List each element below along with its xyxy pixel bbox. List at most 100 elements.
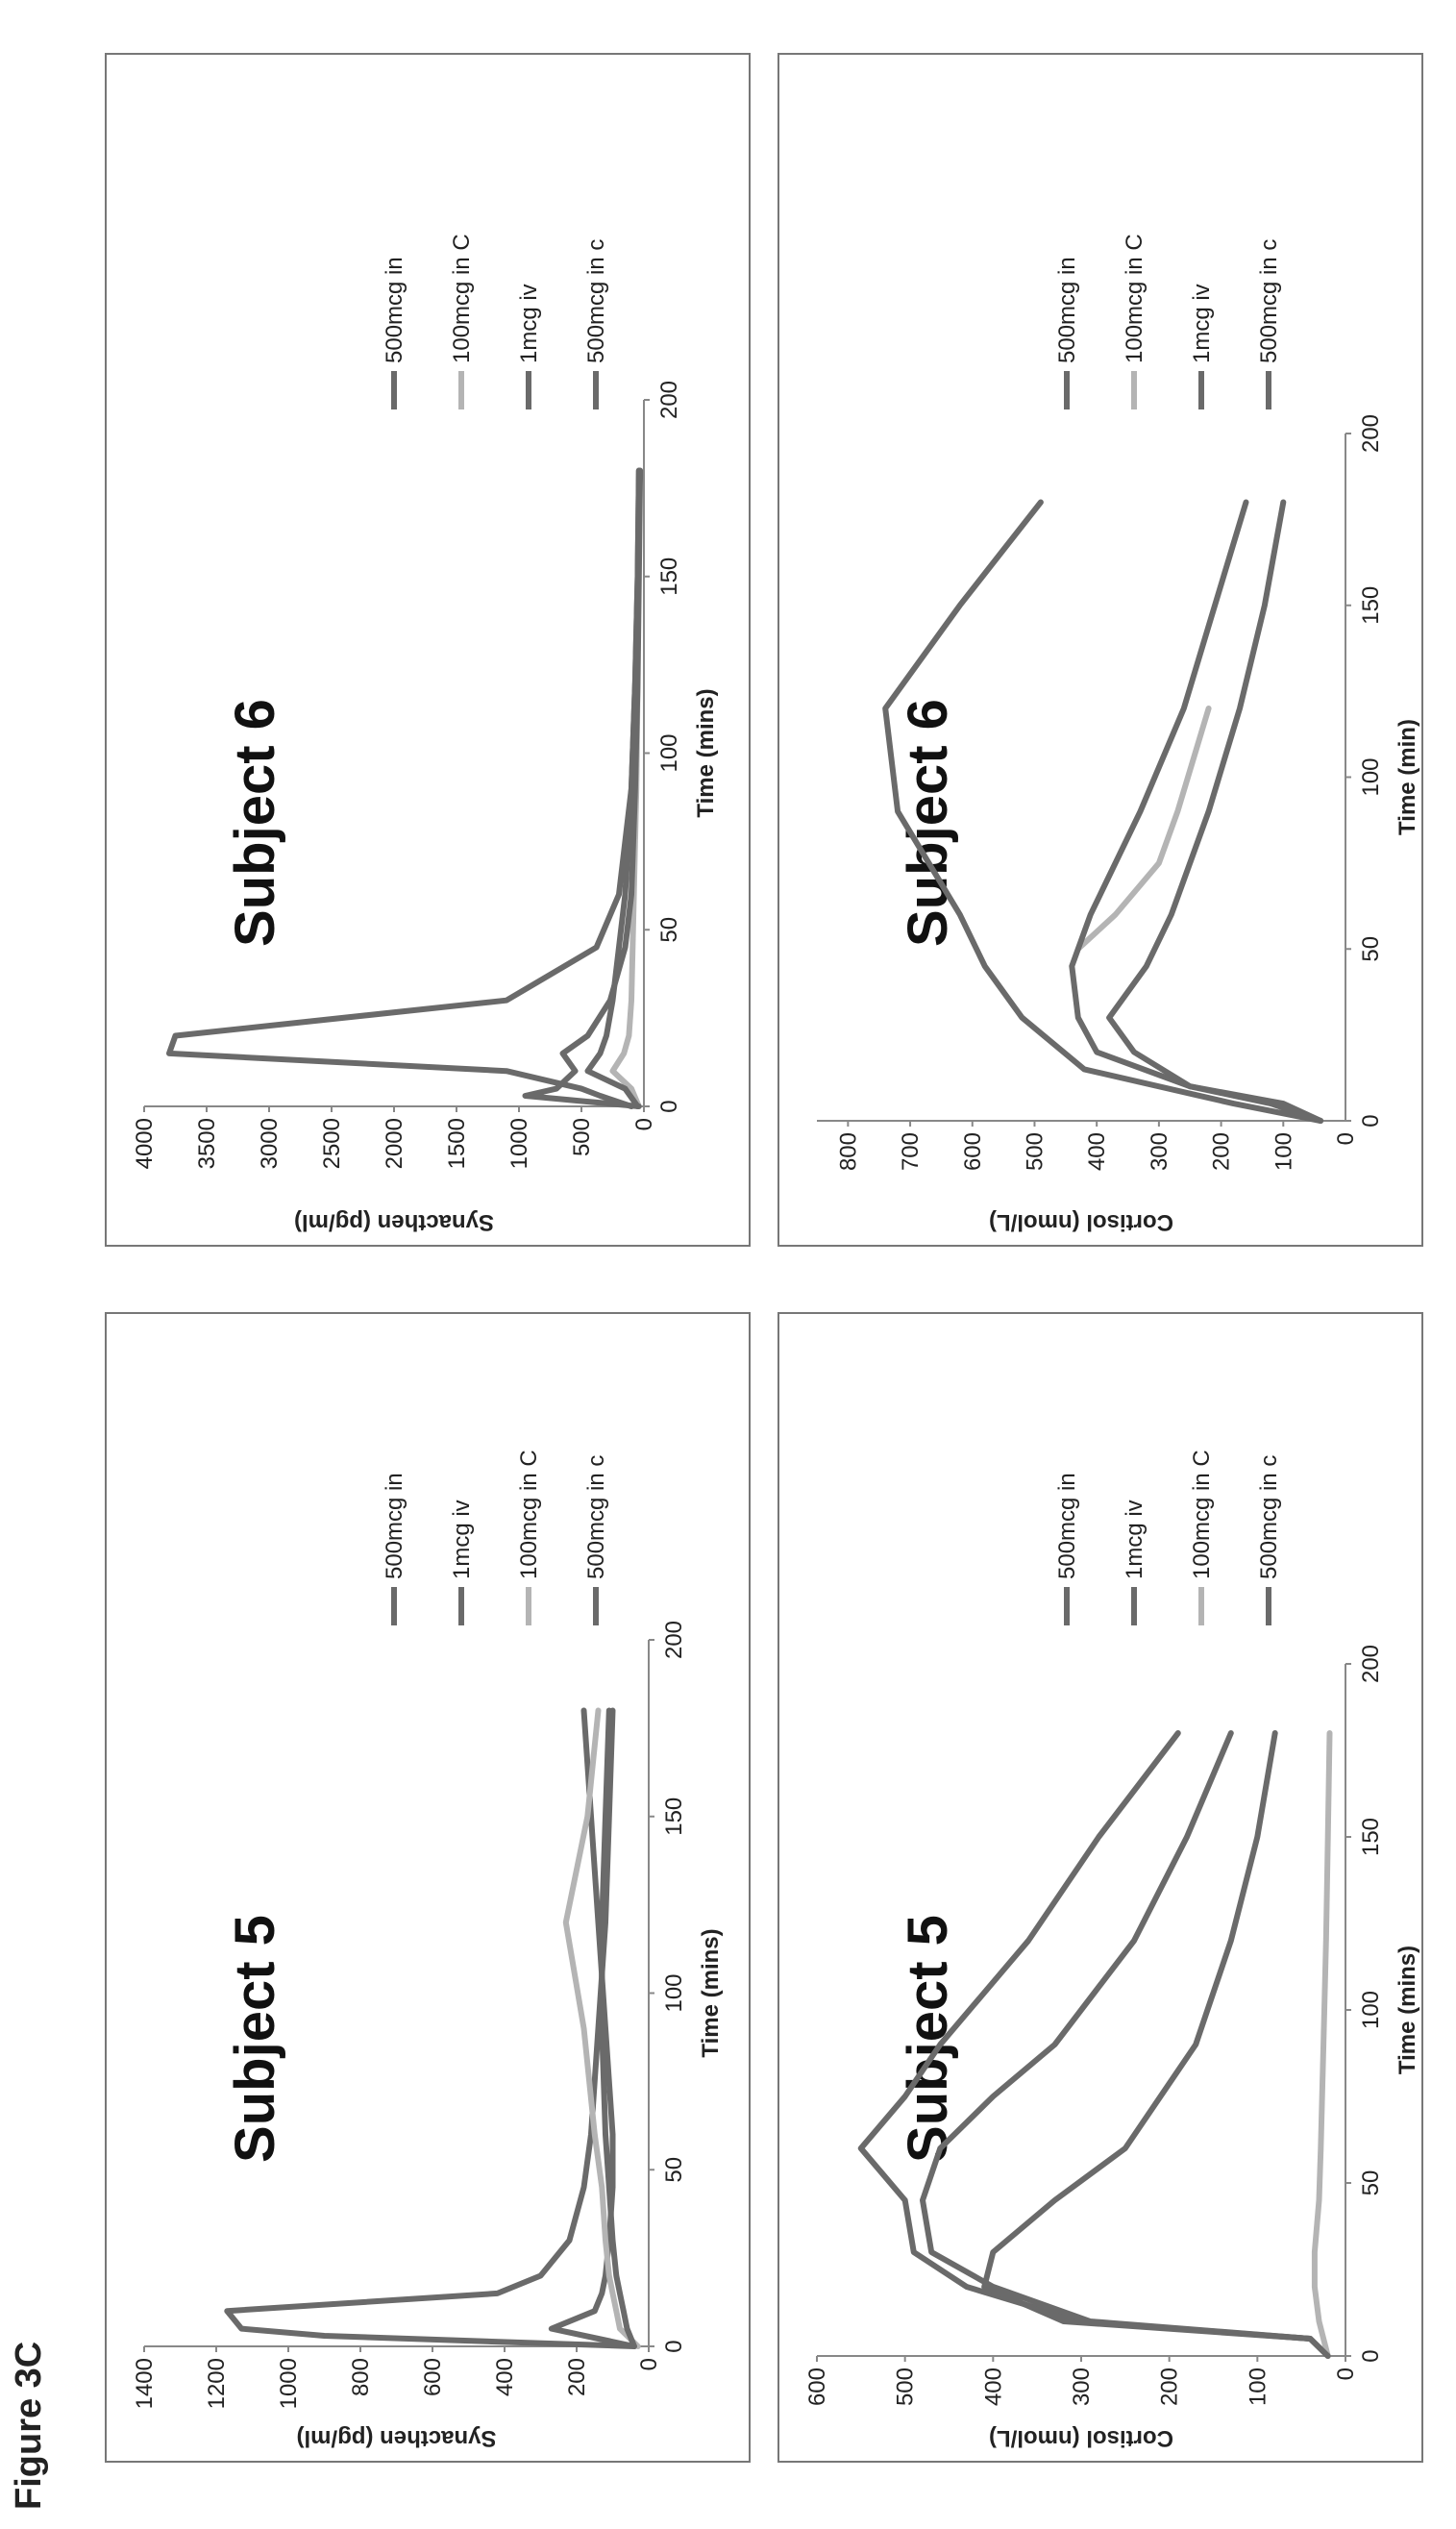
chart-title: Subject 5 [224, 1915, 286, 2163]
y-tick-label: 3000 [257, 1118, 283, 1169]
x-tick-label: 100 [1358, 757, 1384, 796]
legend-label: 500mcg in [1054, 257, 1080, 363]
series-line-3 [599, 1707, 637, 2349]
legend-label: 1mcg iv [1189, 284, 1215, 363]
x-tick-label: 200 [1358, 1645, 1384, 1683]
x-tick-label: 100 [1358, 1991, 1384, 2029]
x-tick-label: 50 [661, 2157, 687, 2183]
y-tick-label: 500 [893, 2368, 919, 2406]
y-tick-label: 600 [804, 2368, 830, 2406]
x-tick-label: 200 [661, 1621, 687, 1659]
series-line-0 [882, 499, 1324, 1124]
y-tick-label: 600 [420, 2358, 446, 2396]
y-tick-label: 1500 [444, 1118, 470, 1169]
y-tick-label: 1200 [204, 2358, 230, 2409]
series-line-3 [1106, 499, 1324, 1124]
y-tick-label: 100 [1271, 1132, 1296, 1171]
series-line-3 [584, 467, 642, 1109]
legend-label: 100mcg in C [1189, 1450, 1215, 1579]
x-tick-label: 50 [1358, 2170, 1384, 2196]
y-tick-label: 1000 [276, 2358, 302, 2409]
y-tick-label: 500 [1022, 1132, 1048, 1171]
y-tick-label: 4000 [132, 1118, 158, 1169]
series-line-1 [1074, 706, 1212, 953]
y-tick-label: 0 [1333, 1132, 1359, 1145]
x-tick-label: 100 [661, 1973, 687, 2012]
chart-panel-syn5: 0 200 400 600 800 1000 1200 1400 0 50 100 150 200 Tim… [105, 1312, 751, 2463]
y-tick-label: 400 [1084, 1132, 1110, 1171]
x-axis-label: Time (mins) [698, 1928, 724, 2057]
chart-panel-cort6: 100 200 300 400 500 600 700 800 0 0 50 100 150 200 Tim… [777, 53, 1423, 1247]
x-tick-label: 0 [656, 1100, 682, 1112]
x-tick-label: 0 [1358, 1114, 1384, 1127]
series-line-3 [981, 1730, 1331, 2359]
y-tick-label: 2500 [319, 1118, 345, 1169]
y-tick-label: 2000 [382, 1118, 407, 1169]
y-tick-label: 3500 [194, 1118, 220, 1169]
x-tick-label: 150 [1358, 1818, 1384, 1856]
series-line-2 [1311, 1730, 1333, 2359]
y-tick-label: 1400 [132, 2358, 158, 2409]
x-axis-label: Time (mins) [693, 688, 719, 817]
x-axis-label: Time (mins) [1394, 1946, 1420, 2074]
legend-label: 500mcg in c [583, 239, 609, 363]
x-tick-label: 0 [661, 2340, 687, 2352]
legend-label: 1mcg iv [449, 1500, 475, 1579]
x-tick-label: 150 [656, 558, 682, 596]
y-tick-label: 200 [1157, 2368, 1183, 2406]
x-tick-label: 100 [656, 733, 682, 772]
chart-panel-syn6: 0 500 1000 1500 2000 2500 3000 3500 4000 0 50 100 15… [105, 53, 751, 1247]
y-tick-label: 0 [631, 1118, 657, 1130]
y-tick-label: 300 [1147, 1132, 1172, 1171]
legend-label: 100mcg in C [1122, 234, 1148, 363]
y-axis-label: Cortisol (nmol/L) [989, 2425, 1173, 2451]
y-tick-label: 1000 [506, 1118, 532, 1169]
series-line-2 [562, 1707, 641, 2349]
y-tick-label: 0 [636, 2358, 662, 2370]
x-tick-label: 200 [1358, 414, 1384, 453]
y-tick-label: 800 [835, 1132, 861, 1171]
chart-panel-cort5: 0 100 200 300 400 500 600 0 50 100 150 200 Time (min… [777, 1312, 1423, 2463]
chart-border [105, 53, 751, 1247]
legend-label: 500mcg in c [1256, 239, 1282, 363]
y-tick-label: 600 [960, 1132, 986, 1171]
chart-border [777, 1312, 1423, 2463]
x-axis-label: Time (min) [1394, 719, 1420, 835]
chart-border [105, 1312, 751, 2463]
x-tick-label: 50 [656, 917, 682, 943]
x-tick-label: 150 [661, 1798, 687, 1836]
chart-title: Subject 5 [897, 1915, 959, 2163]
y-tick-label: 400 [980, 2368, 1006, 2406]
x-tick-label: 150 [1358, 586, 1384, 625]
y-axis-label: Synacthen (pg/ml) [294, 1209, 494, 1235]
legend-label: 500mcg in [382, 1473, 407, 1579]
y-tick-label: 400 [492, 2358, 518, 2396]
legend-label: 100mcg in C [449, 234, 475, 363]
chart-title: Subject 6 [224, 699, 286, 947]
y-axis-label: Cortisol (nmol/L) [989, 1209, 1173, 1235]
legend-label: 500mcg in [382, 257, 407, 363]
y-tick-label: 800 [348, 2358, 374, 2396]
y-tick-label: 300 [1069, 2368, 1095, 2406]
y-tick-label: 500 [569, 1118, 595, 1156]
x-tick-label: 50 [1358, 936, 1384, 962]
legend-label: 100mcg in C [516, 1450, 542, 1579]
legend-label: 1mcg iv [516, 284, 542, 363]
legend-label: 500mcg in c [1256, 1455, 1282, 1579]
series-line-1 [224, 1707, 637, 2349]
legend-label: 500mcg in [1054, 1473, 1080, 1579]
x-tick-label: 200 [656, 381, 682, 419]
legend-label: 1mcg iv [1122, 1500, 1148, 1579]
legend-label: 500mcg in c [583, 1455, 609, 1579]
x-tick-label: 0 [1358, 2349, 1384, 2362]
chart-border [777, 53, 1423, 1247]
y-tick-label: 200 [564, 2358, 590, 2396]
figure-title: Figure 3C [9, 2342, 49, 2510]
charts-group: 0200400600800100012001400050100150200Tim… [105, 53, 1423, 2463]
y-tick-label: 100 [1245, 2368, 1271, 2406]
y-axis-label: Synacthen (pg/ml) [296, 2425, 496, 2451]
y-tick-label: 200 [1209, 1132, 1235, 1171]
y-tick-label: 0 [1333, 2368, 1359, 2380]
y-tick-label: 700 [898, 1132, 924, 1171]
